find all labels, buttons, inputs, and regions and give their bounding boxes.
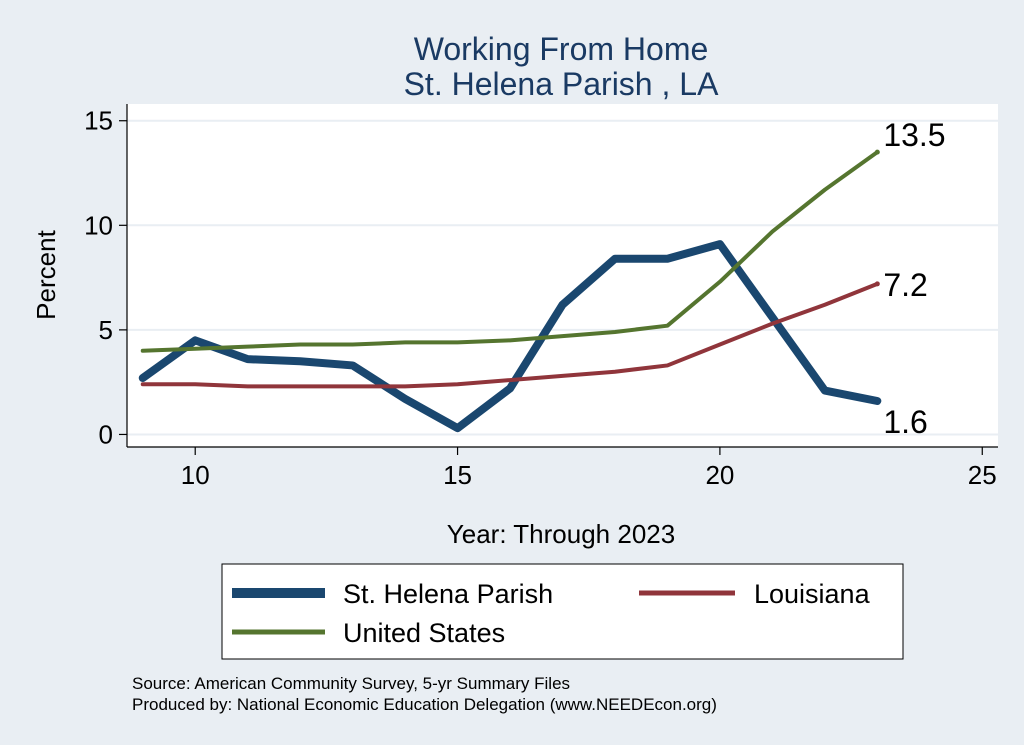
legend: St. Helena Parish Louisiana United State… [221, 563, 904, 660]
x-ticks: 10 15 20 25 [181, 447, 997, 490]
y-axis-title: Percent [31, 229, 61, 319]
source-note: Source: American Community Survey, 5-yr … [132, 674, 570, 693]
axes [126, 104, 998, 448]
x-axis-title: Year: Through 2023 [447, 519, 675, 549]
x-tick-label: 25 [968, 460, 997, 490]
end-label-louisiana: 7.2 [883, 267, 927, 303]
grid-lines [127, 119, 998, 436]
legend-label-st-helena: St. Helena Parish [343, 579, 553, 609]
chart-subtitle: St. Helena Parish , LA [404, 66, 719, 102]
end-label-united-states: 13.5 [883, 117, 945, 153]
legend-box [221, 563, 904, 660]
end-label-st-helena: 1.6 [883, 404, 927, 440]
y-tick-label: 10 [84, 210, 113, 240]
y-tick-label: 0 [99, 419, 113, 449]
series-line-united-states [140, 150, 880, 353]
plot-area [127, 104, 998, 447]
series-end-point-st-helena [874, 398, 880, 404]
y-ticks: 0 5 10 15 [84, 106, 127, 449]
series-line-louisiana [140, 281, 880, 389]
x-tick-label: 20 [705, 460, 734, 490]
legend-label-louisiana: Louisiana [754, 579, 871, 609]
series-end-point-united-states [874, 149, 880, 155]
producer-note: Produced by: National Economic Education… [132, 695, 717, 714]
legend-label-united-states: United States [343, 618, 505, 648]
series-end-point-louisiana [874, 281, 880, 287]
end-labels: 1.6 7.2 13.5 [883, 117, 945, 440]
x-tick-label: 10 [181, 460, 210, 490]
series-lines [138, 149, 882, 433]
y-tick-label: 5 [99, 315, 113, 345]
series-line-st-helena [138, 240, 882, 433]
y-tick-label: 15 [84, 106, 113, 136]
x-tick-label: 15 [443, 460, 472, 490]
chart-title: Working From Home [414, 31, 709, 67]
